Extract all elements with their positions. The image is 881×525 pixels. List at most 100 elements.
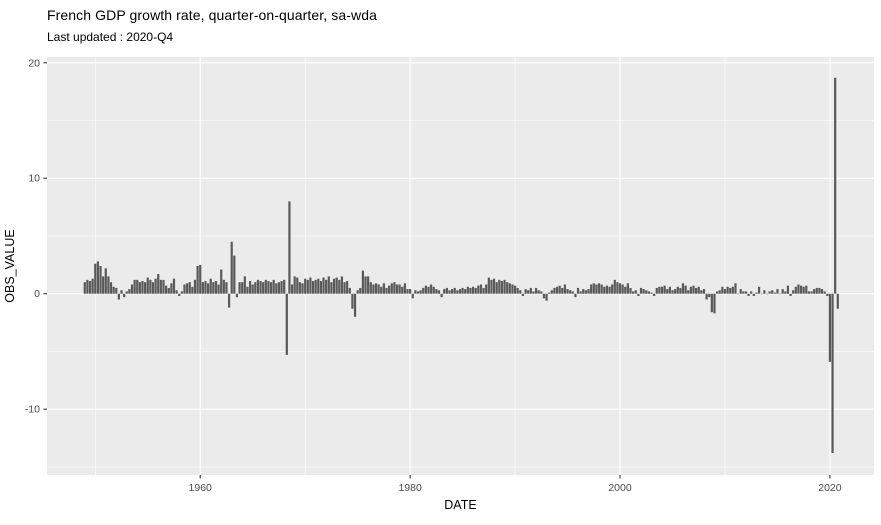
gdp-bar — [650, 292, 653, 294]
x-axis-title: DATE — [444, 498, 476, 512]
gdp-bar — [527, 290, 530, 294]
plot-panel — [47, 57, 874, 475]
gdp-bar — [359, 287, 362, 294]
gdp-bar — [128, 289, 131, 294]
gdp-bar — [681, 283, 685, 294]
gdp-bar — [752, 293, 755, 297]
gdp-bar — [490, 279, 493, 294]
gdp-bar — [430, 284, 433, 294]
gdp-bar — [456, 290, 459, 294]
gdp-bar — [582, 289, 585, 294]
gdp-bar — [144, 282, 147, 294]
gdp-bar — [346, 281, 349, 294]
gdp-bar — [382, 283, 385, 294]
gdp-bar — [209, 278, 212, 294]
gdp-bar — [710, 293, 713, 313]
gdp-bar — [555, 286, 559, 294]
gdp-bar — [264, 279, 267, 294]
gdp-bar — [154, 278, 157, 294]
gdp-bar — [330, 282, 333, 294]
gdp-bar — [269, 282, 273, 294]
gdp-bar — [351, 293, 354, 309]
gdp-bar — [146, 277, 149, 294]
gdp-bar — [479, 284, 483, 294]
gdp-bar — [676, 286, 679, 294]
gdp-bar — [83, 282, 86, 294]
gdp-bar — [629, 287, 632, 294]
gdp-bar — [207, 283, 210, 294]
gdp-bar — [471, 286, 475, 294]
gdp-bar — [199, 264, 202, 294]
gdp-bar — [99, 266, 102, 294]
gdp-bar — [600, 284, 603, 294]
gdp-bar — [86, 279, 89, 294]
gdp-bar — [532, 291, 535, 294]
gdp-bar — [222, 279, 225, 294]
gdp-bar — [238, 282, 241, 294]
gdp-bar — [789, 293, 792, 297]
gdp-bar — [485, 284, 488, 294]
gdp-bar — [120, 290, 123, 294]
gdp-bar — [180, 291, 183, 294]
gdp-bar — [227, 293, 231, 308]
gdp-bar — [519, 290, 522, 294]
gdp-bar — [597, 283, 601, 294]
gdp-bar — [296, 277, 299, 294]
gdp-bar — [511, 284, 514, 294]
gdp-bar — [794, 286, 797, 294]
gdp-bar — [322, 277, 325, 294]
gdp-bar — [603, 286, 606, 294]
x-tick-label: 2000 — [608, 482, 632, 494]
gdp-bar — [94, 263, 97, 294]
gdp-bar — [584, 290, 588, 294]
x-tick-label: 1960 — [189, 482, 213, 494]
gdp-bar — [453, 287, 456, 294]
gdp-bar — [424, 285, 427, 294]
gdp-bar — [107, 276, 110, 294]
gdp-bar — [225, 282, 228, 294]
gdp-bar — [834, 77, 837, 294]
gdp-bar — [443, 289, 446, 294]
gdp-bar — [755, 292, 758, 294]
gdp-bar — [390, 283, 393, 294]
gdp-bar — [141, 281, 144, 294]
gdp-bar — [335, 277, 338, 294]
gdp-bar — [136, 279, 139, 294]
gdp-bar — [311, 281, 315, 294]
gdp-bar — [792, 290, 795, 294]
gdp-bar — [639, 287, 643, 294]
gdp-bar — [624, 286, 627, 294]
gdp-bar — [744, 291, 748, 294]
gdp-bar — [167, 287, 170, 294]
gdp-bar — [771, 290, 774, 294]
gdp-bar — [325, 279, 328, 294]
gdp-bar — [760, 293, 763, 295]
gdp-bar — [427, 286, 430, 294]
gdp-bar — [729, 287, 732, 294]
gdp-bar — [605, 285, 608, 294]
gdp-bar — [768, 291, 771, 294]
gdp-bar — [679, 287, 682, 294]
gdp-bar — [259, 281, 262, 294]
gdp-bar — [563, 284, 567, 294]
gdp-bar — [162, 279, 165, 294]
gdp-bar — [700, 290, 703, 294]
y-axis-title: OBS_VALUE — [3, 229, 17, 302]
gdp-bar — [445, 287, 448, 294]
gdp-bar — [469, 287, 472, 294]
gdp-bar — [537, 290, 540, 294]
gdp-bar — [243, 276, 246, 294]
gdp-bar — [369, 282, 372, 294]
gdp-bar — [687, 290, 690, 294]
gdp-bar — [626, 283, 629, 294]
gdp-bar — [411, 293, 414, 299]
gdp-bar — [435, 289, 438, 294]
gdp-bar — [275, 283, 278, 294]
gdp-bar — [818, 287, 821, 294]
gdp-bar — [165, 285, 168, 294]
gdp-bar — [708, 293, 711, 298]
gdp-bar — [616, 282, 619, 294]
gdp-bar — [398, 284, 401, 294]
gdp-bar — [451, 289, 454, 294]
gdp-bar — [416, 291, 420, 294]
